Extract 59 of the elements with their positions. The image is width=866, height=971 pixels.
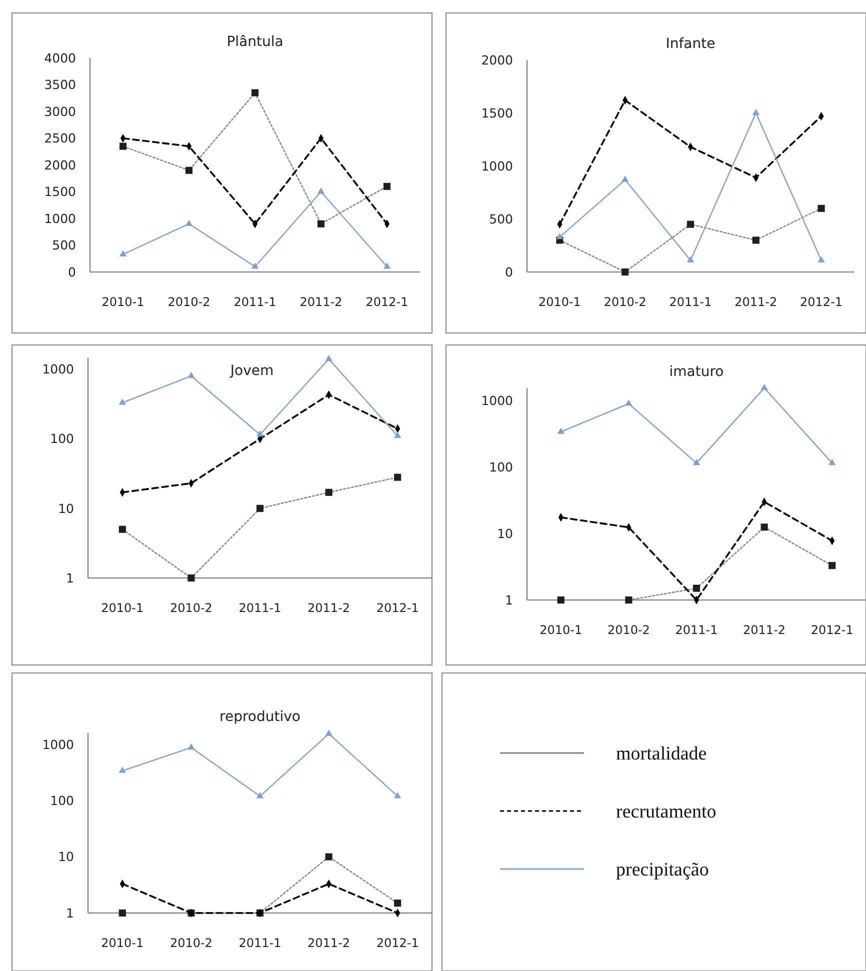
y-tick-label: 1 — [66, 905, 74, 920]
y-tick-label: 3500 — [44, 77, 76, 92]
y-tick-label: 2000 — [481, 52, 514, 68]
y-tick-label: 1000 — [42, 736, 74, 752]
x-tick-label: 2010-1 — [102, 295, 144, 309]
x-tick-label: 2012-1 — [810, 623, 854, 637]
x-tick-label: 2010-2 — [168, 295, 210, 309]
y-tick-label: 1500 — [481, 105, 514, 120]
x-tick-label: 2011-2 — [734, 295, 778, 309]
x-tick-label: 2012-1 — [366, 295, 408, 309]
x-tick-label: 2011-1 — [675, 623, 718, 637]
y-tick-label: 100 — [489, 459, 514, 474]
x-tick-label: 2010-1 — [101, 936, 144, 950]
x-tick-label: 2012-1 — [376, 936, 419, 950]
y-tick-label: 10 — [58, 500, 74, 516]
y-tick-label: 1500 — [44, 184, 76, 200]
y-tick-label: 100 — [50, 431, 74, 446]
x-tick-label: 2010-2 — [607, 623, 650, 637]
chart-title: reprodutivo — [220, 709, 300, 725]
y-tick-label: 100 — [50, 793, 74, 808]
x-tick-label: 2010-1 — [540, 623, 582, 637]
x-tick-label: 2011-1 — [238, 936, 282, 950]
y-tick-label: 1000 — [481, 393, 514, 408]
x-tick-label: 2012-1 — [800, 295, 843, 309]
x-tick-label: 2011-2 — [308, 936, 350, 950]
y-tick-label: 1000 — [42, 362, 74, 377]
x-tick-label: 2011-1 — [234, 295, 276, 309]
y-tick-label: 3000 — [44, 104, 76, 119]
legend-label: precipitação — [616, 860, 709, 881]
y-tick-label: 10 — [497, 526, 514, 541]
x-tick-label: 2011-2 — [300, 295, 342, 309]
y-tick-label: 500 — [52, 238, 76, 253]
y-tick-label: 0 — [68, 264, 76, 280]
x-tick-label: 2010-2 — [170, 936, 212, 950]
x-tick-label: 2011-1 — [669, 295, 712, 309]
legend-label: mortalidade — [616, 744, 707, 765]
x-tick-label: 2011-1 — [238, 601, 282, 615]
x-tick-label: 2012-1 — [376, 601, 419, 615]
x-tick-label: 2011-2 — [308, 601, 350, 615]
chart-title: Jovem — [229, 363, 274, 379]
x-tick-label: 2010-1 — [101, 601, 144, 615]
y-tick-label: 10 — [58, 849, 74, 864]
x-tick-label: 2010-1 — [538, 295, 581, 309]
chart-title: Infante — [666, 36, 716, 52]
y-tick-label: 1000 — [481, 158, 514, 174]
x-tick-label: 2010-2 — [604, 295, 646, 309]
y-tick-label: 500 — [489, 211, 514, 226]
x-tick-label: 2011-2 — [743, 623, 786, 637]
x-tick-label: 2010-2 — [170, 601, 212, 615]
y-tick-label: 2000 — [44, 157, 76, 172]
chart-title: Plântula — [226, 34, 284, 50]
legend-label: recrutamento — [616, 802, 716, 823]
y-tick-label: 4000 — [44, 50, 76, 66]
chart-title: imaturo — [669, 364, 724, 380]
y-tick-label: 0 — [505, 264, 514, 280]
y-tick-label: 1 — [505, 592, 513, 608]
y-tick-label: 1 — [66, 570, 74, 586]
y-tick-label: 1000 — [44, 210, 76, 226]
y-tick-label: 2500 — [44, 130, 76, 146]
